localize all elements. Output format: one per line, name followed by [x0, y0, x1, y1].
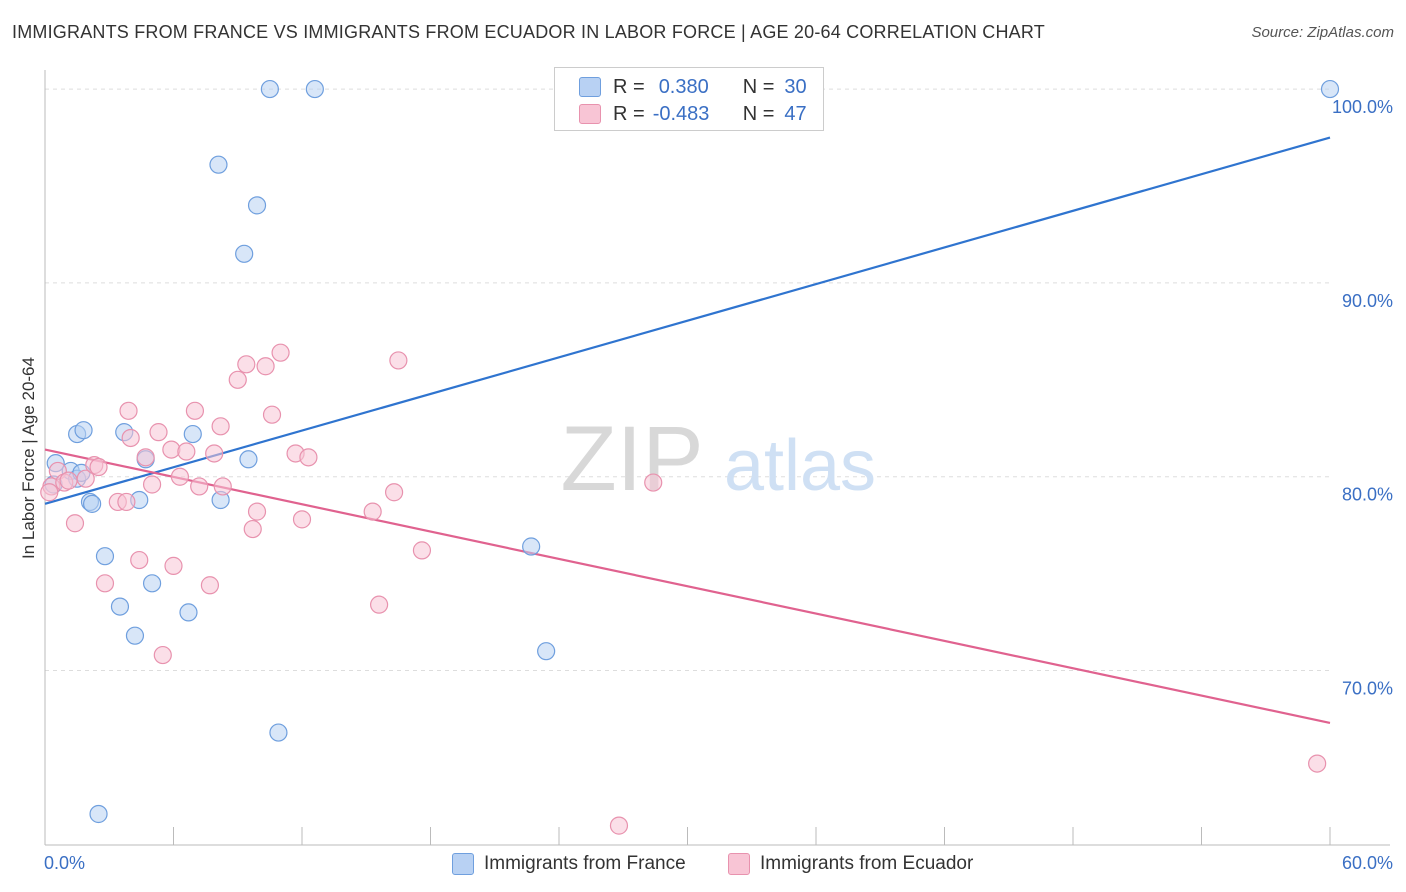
chart-title: IMMIGRANTS FROM FRANCE VS IMMIGRANTS FRO… — [12, 22, 1045, 42]
france-legend-swatch — [452, 853, 474, 875]
axes — [44, 70, 1390, 846]
legend-row-ecuador: R = -0.483 N = 47 — [579, 103, 807, 125]
data-points — [40, 79, 1340, 835]
legend-item-france: Immigrants from France — [452, 850, 686, 878]
france-trend-line — [44, 136, 1331, 505]
ecuador-point — [40, 483, 59, 502]
france-point — [142, 574, 162, 593]
ecuador-trend-line — [44, 448, 1331, 724]
ecuador-point — [237, 355, 256, 374]
ecuador-point — [299, 448, 318, 467]
ecuador-legend-swatch — [728, 853, 750, 875]
y-tick-label: 90.0% — [1342, 291, 1393, 311]
france-legend-label: Immigrants from France — [484, 853, 686, 874]
france-swatch — [579, 77, 601, 97]
ecuador-point — [117, 492, 136, 512]
ecuador-point — [170, 467, 190, 486]
france-point — [522, 537, 541, 556]
ecuador-point — [121, 428, 140, 448]
watermark-atlas: atlas — [724, 426, 876, 506]
ecuador-point — [162, 440, 181, 459]
ecuador-point — [119, 401, 138, 420]
ecuador-point — [205, 444, 224, 463]
ecuador-point — [76, 469, 95, 488]
ecuador-point — [256, 357, 275, 376]
ecuador-point — [247, 502, 267, 521]
ecuador-point — [89, 457, 108, 477]
y-axis-label: In Labor Force | Age 20-64 — [19, 357, 38, 559]
ecuador-point — [177, 442, 196, 461]
france-r-value: 0.380 — [658, 75, 709, 98]
ecuador-point — [228, 370, 247, 389]
ecuador-r-value: -0.483 — [652, 102, 710, 125]
x-tick-label: 0.0% — [44, 853, 85, 873]
legend-row-france: R = 0.380 N = 30 — [579, 76, 807, 98]
france-point — [125, 626, 145, 645]
chart-source: Source: ZipAtlas.com — [1251, 24, 1394, 41]
x-tick-label: 60.0% — [1342, 853, 1393, 873]
ecuador-point — [200, 576, 220, 595]
ecuador-point — [190, 477, 209, 496]
ecuador-point — [1308, 754, 1327, 773]
ecuador-point — [609, 816, 629, 835]
france-n-value: 30 — [784, 75, 807, 98]
trend-lines — [44, 136, 1331, 724]
ecuador-swatch — [579, 104, 601, 124]
ecuador-legend-label: Immigrants from Ecuador — [760, 853, 974, 874]
france-point — [260, 79, 279, 99]
ecuador-point — [95, 574, 115, 593]
france-point — [179, 603, 198, 622]
ecuador-point — [130, 550, 149, 570]
y-tick-label: 100.0% — [1332, 97, 1393, 117]
france-point — [83, 494, 102, 513]
tick-labels: 70.0% 80.0% 90.0% 100.0% 0.0% 60.0% — [44, 97, 1393, 873]
ecuador-point — [211, 417, 230, 436]
france-point — [239, 450, 258, 469]
ecuador-point — [271, 343, 290, 362]
ecuador-point — [149, 423, 168, 442]
france-point — [537, 642, 556, 661]
france-point — [247, 196, 267, 215]
ecuador-point — [389, 351, 408, 370]
watermark-zip: ZIP — [560, 408, 703, 510]
ecuador-point — [59, 471, 78, 490]
ecuador-point — [644, 473, 663, 492]
france-point — [1320, 79, 1340, 99]
france-point — [183, 424, 202, 444]
ecuador-n-value: 47 — [784, 102, 807, 125]
ecuador-n-label: N = — [742, 102, 775, 125]
legend-item-ecuador: Immigrants from Ecuador — [728, 850, 973, 878]
france-point — [74, 421, 93, 440]
ecuador-point — [370, 595, 389, 614]
ecuador-point — [292, 510, 312, 529]
ecuador-point — [136, 448, 155, 467]
france-point — [209, 155, 228, 174]
ecuador-point — [213, 477, 232, 496]
ecuador-point — [65, 514, 85, 533]
ecuador-point — [142, 475, 162, 494]
ecuador-point — [262, 405, 282, 424]
ecuador-point — [164, 556, 183, 575]
y-tick-label: 70.0% — [1342, 679, 1393, 699]
ecuador-point — [243, 519, 262, 539]
y-tick-label: 80.0% — [1342, 485, 1393, 505]
france-r-label: R = — [613, 75, 645, 98]
watermark: ZIP atlas — [560, 408, 876, 510]
france-point — [110, 597, 130, 616]
france-point — [89, 804, 108, 824]
france-point — [235, 244, 254, 263]
france-point — [269, 723, 288, 742]
ecuador-point — [153, 645, 172, 665]
france-point — [95, 547, 115, 566]
france-point — [305, 79, 324, 99]
ecuador-point — [384, 483, 404, 502]
correlation-legend: R = 0.380 N = 30 R = -0.483 N = 47 — [554, 67, 824, 131]
ecuador-point — [363, 502, 382, 521]
ecuador-r-label: R = — [613, 102, 645, 125]
france-n-label: N = — [742, 75, 775, 98]
ecuador-point — [185, 401, 205, 420]
ecuador-point — [412, 541, 432, 560]
